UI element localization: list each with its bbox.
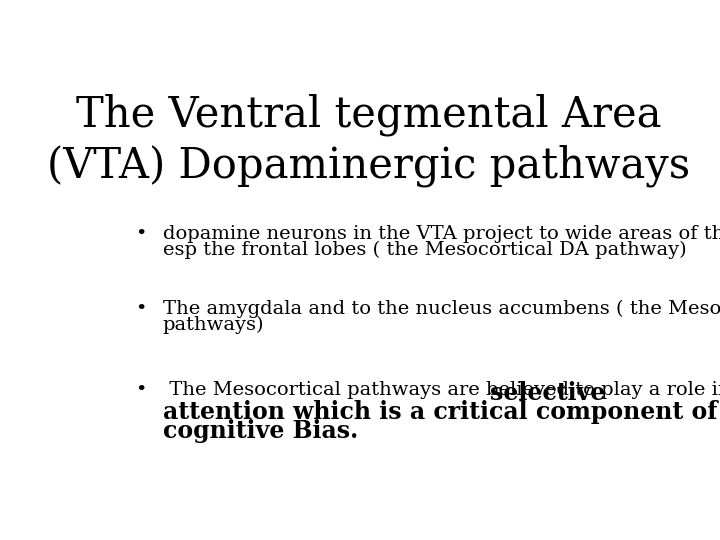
Text: esp the frontal lobes ( the Mesocortical DA pathway): esp the frontal lobes ( the Mesocortical… <box>163 240 686 259</box>
Text: The amygdala and to the nucleus accumbens ( the Mesolimbic DA: The amygdala and to the nucleus accumben… <box>163 300 720 318</box>
Text: •: • <box>135 300 146 318</box>
Text: The Mesocortical pathways are believed to play a role in: The Mesocortical pathways are believed t… <box>163 381 720 399</box>
Text: pathways): pathways) <box>163 315 264 334</box>
Text: dopamine neurons in the VTA project to wide areas of the neocortex,: dopamine neurons in the VTA project to w… <box>163 225 720 243</box>
Text: The Ventral tegmental Area
(VTA) Dopaminergic pathways: The Ventral tegmental Area (VTA) Dopamin… <box>48 94 690 187</box>
Text: selective: selective <box>490 381 605 405</box>
Text: •: • <box>135 381 146 399</box>
Text: •: • <box>135 225 146 243</box>
Text: attention which is a critical component of: attention which is a critical component … <box>163 400 717 424</box>
Text: cognitive Bias.: cognitive Bias. <box>163 418 358 443</box>
